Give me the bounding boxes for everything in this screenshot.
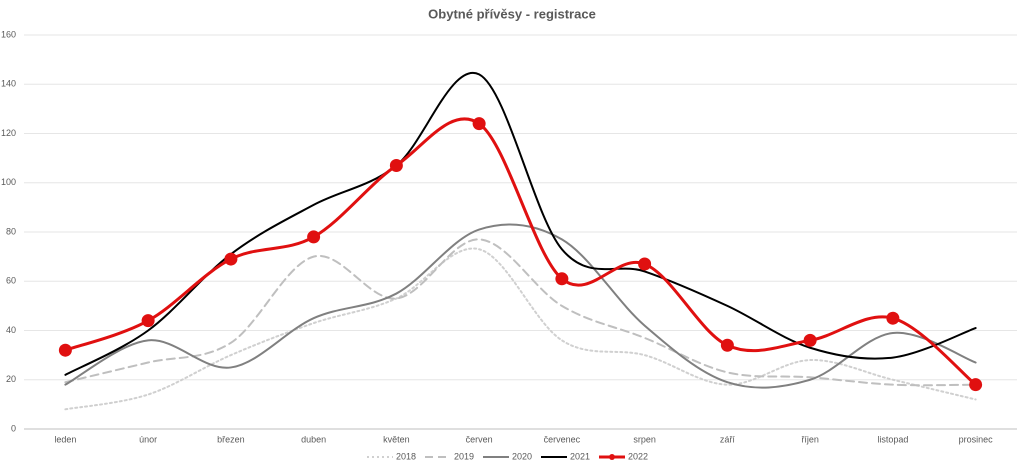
point-marker [886,311,900,325]
x-tick-label: prosinec [959,434,994,444]
x-tick-label: březen [217,434,245,444]
y-tick-label: 100 [1,177,16,187]
point-marker [555,272,569,286]
point-marker [224,252,238,266]
x-tick-label: červenec [544,434,581,444]
line-series [64,223,977,389]
legend-label: 2020 [512,451,532,461]
x-tick-label: květen [383,434,410,444]
line-series [64,238,977,387]
point-marker [472,117,486,131]
y-tick-label: 60 [6,276,16,286]
point-marker [58,343,72,357]
x-tick-label: říjen [801,434,819,444]
x-tick-label: září [720,434,736,444]
y-tick-label: 20 [6,374,16,384]
chart-title: Obytné přívěsy - registrace [428,6,596,21]
legend-label: 2019 [454,451,474,461]
legend-label: 2022 [628,451,648,461]
y-tick-label: 120 [1,128,16,138]
x-tick-label: listopad [877,434,908,444]
point-marker [389,159,403,173]
y-tick-label: 80 [6,226,16,236]
x-tick-label: únor [139,434,157,444]
point-marker [141,314,155,328]
legend-marker [609,454,615,460]
legend-label: 2018 [396,451,416,461]
point-marker [307,230,321,244]
point-marker [969,378,983,392]
x-tick-label: duben [301,434,326,444]
y-tick-label: 0 [11,423,16,433]
legend-label: 2021 [570,451,590,461]
x-tick-label: srpen [633,434,656,444]
y-tick-label: 40 [6,325,16,335]
y-tick-label: 160 [1,29,16,39]
x-tick-label: červen [466,434,493,444]
y-tick-label: 140 [1,79,16,89]
line-series [64,247,977,411]
point-marker [803,333,817,347]
x-tick-label: leden [54,434,76,444]
point-marker [720,338,734,352]
point-marker [638,257,652,271]
